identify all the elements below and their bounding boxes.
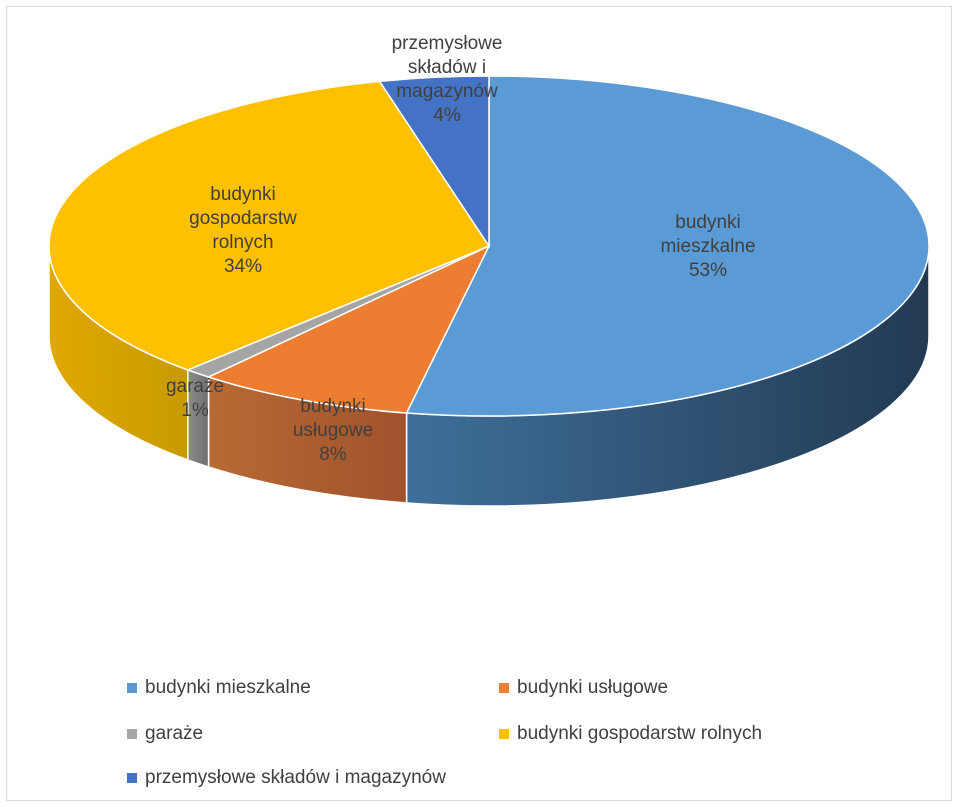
data-label-1: budynki usługowe 8% bbox=[293, 396, 373, 465]
pie-slice-1 bbox=[206, 244, 491, 414]
pie-slice-0 bbox=[405, 75, 930, 417]
pie-tops bbox=[48, 75, 930, 417]
data-label-4: przemysłowe składów i magazynów 4% bbox=[392, 33, 503, 126]
data-label-2: garaże 1% bbox=[166, 376, 224, 421]
data-label-0: budynki mieszkalne 53% bbox=[660, 212, 755, 281]
pie-labels: budynki mieszkalne 53% budynki usługowe 8% gar… bbox=[166, 33, 756, 465]
pie-slice-4 bbox=[378, 75, 490, 249]
pie-slice-3 bbox=[48, 80, 491, 371]
data-label-3: budynki gospodarstw rolnych 34% bbox=[189, 184, 297, 277]
